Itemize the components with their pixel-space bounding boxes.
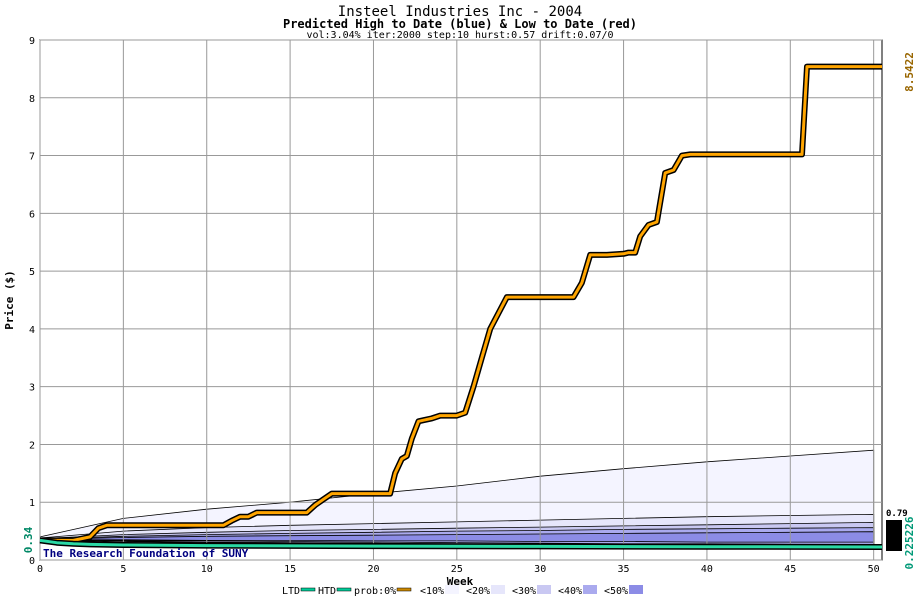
legend-label: LTD — [282, 586, 300, 597]
legend-swatch — [445, 585, 459, 594]
x-axis-ticks: 0 5 10 15 20 25 30 35 40 45 50 — [37, 564, 880, 575]
y-tick-label: 8 — [29, 94, 35, 105]
x-tick-label: 40 — [701, 564, 713, 575]
legend-swatch — [629, 585, 643, 594]
y-axis-ticks: 0 1 2 3 4 5 6 7 8 9 — [29, 36, 35, 567]
y-tick-label: 2 — [29, 440, 35, 451]
legend-swatch — [336, 587, 352, 592]
legend: LTD HTD prob:0% <10% <20% <30% <40% <50% — [282, 585, 643, 597]
watermark: The Research Foundation of SUNY — [43, 547, 249, 560]
series-layer — [39, 63, 883, 550]
series-htd — [40, 65, 882, 542]
x-tick-label: 5 — [120, 564, 126, 575]
legend-swatch — [491, 585, 505, 594]
y-axis-label: Price ($) — [3, 270, 16, 330]
y-tick-label: 1 — [29, 498, 35, 509]
chart-title: Insteel Industries Inc - 2004 — [338, 4, 582, 20]
legend-label: <10% — [420, 586, 444, 597]
legend-label: <40% — [558, 586, 582, 597]
chart-subtitle: Predicted High to Date (blue) & Low to D… — [283, 17, 637, 31]
x-tick-label: 0 — [37, 564, 43, 575]
x-tick-label: 20 — [367, 564, 379, 575]
legend-label: HTD — [318, 586, 336, 597]
legend-swatch — [396, 587, 412, 592]
legend-label: <30% — [512, 586, 536, 597]
x-axis-label: Week — [447, 575, 474, 588]
legend-swatch — [583, 585, 597, 594]
legend-label: <20% — [466, 586, 490, 597]
x-tick-label: 50 — [868, 564, 880, 575]
x-tick-label: 10 — [201, 564, 213, 575]
low-value-label: 0.225226 — [903, 516, 916, 569]
x-tick-label: 15 — [284, 564, 296, 575]
legend-swatch — [537, 585, 551, 594]
y-tick-label: 6 — [29, 209, 35, 220]
y-tick-label: 3 — [29, 383, 35, 394]
y-tick-label: 5 — [29, 267, 35, 278]
start-price-label: 0.34 — [22, 526, 35, 553]
x-tick-label: 25 — [451, 564, 463, 575]
high-value-label: 8.5422 — [903, 52, 916, 92]
y-tick-label: 9 — [29, 36, 35, 47]
y-tick-label: 7 — [29, 152, 35, 163]
legend-label: prob:0% — [354, 586, 396, 597]
y-tick-label: 4 — [29, 325, 35, 336]
right-band-tick-cluster — [886, 520, 902, 551]
legend-label: <50% — [604, 586, 628, 597]
legend-swatch — [300, 587, 316, 592]
top-band-label: 0.79 — [886, 509, 908, 519]
x-tick-label: 30 — [534, 564, 546, 575]
chart-params: vol:3.04% iter:2000 step:10 hurst:0.57 d… — [306, 30, 613, 41]
x-tick-label: 45 — [784, 564, 796, 575]
y-tick-label: 0 — [29, 556, 35, 567]
grid-lines — [39, 39, 882, 561]
series-ltd — [39, 538, 883, 549]
x-tick-label: 35 — [618, 564, 630, 575]
